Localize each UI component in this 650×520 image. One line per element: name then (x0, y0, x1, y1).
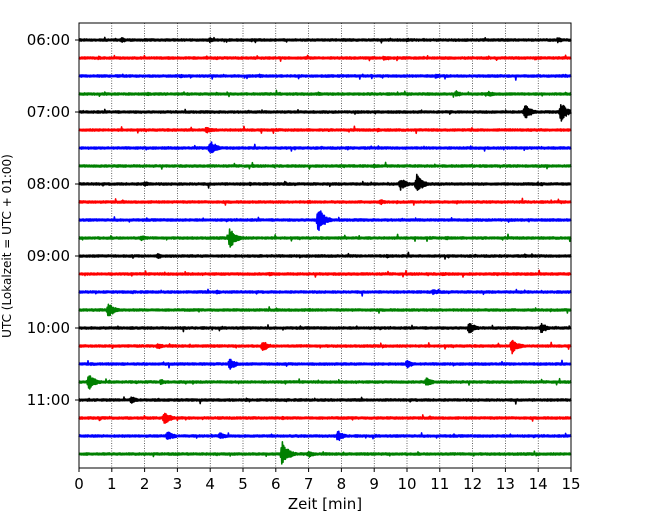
trace-0745 (78, 161, 572, 170)
trace-0945 (78, 303, 572, 317)
x-tick-label: 14 (529, 475, 548, 493)
trace-0900 (78, 251, 572, 260)
trace-0930 (78, 288, 572, 297)
y-tick-label: 06:00 (27, 31, 70, 49)
y-tick-label: 09:00 (27, 247, 70, 265)
trace-1045 (78, 375, 572, 390)
trace-0630 (78, 73, 572, 81)
trace-1100 (78, 396, 572, 405)
trace-0830 (78, 210, 572, 232)
trace-0700 (78, 104, 572, 122)
trace-0715 (78, 125, 572, 135)
trace-1030 (78, 358, 572, 370)
y-tick-label: 08:00 (27, 175, 70, 193)
x-tick-label: 4 (205, 475, 215, 493)
trace-1145 (78, 441, 572, 465)
x-tick-label: 5 (238, 475, 248, 493)
seismic-traces (78, 36, 572, 465)
x-tick-label: 2 (140, 475, 150, 493)
trace-1000 (78, 322, 572, 334)
x-tick-label: 3 (173, 475, 183, 493)
x-tick-label: 10 (397, 475, 416, 493)
x-tick-label: 8 (337, 475, 347, 493)
y-tick-label: 07:00 (27, 103, 70, 121)
x-axis-ticks: 0 1 2 3 4 5 6 7 8 9 10 11 12 13 14 15 (74, 468, 581, 493)
x-tick-label: 6 (271, 475, 281, 493)
trace-0815 (78, 197, 572, 206)
y-tick-label: 10:00 (27, 319, 70, 337)
x-tick-label: 11 (430, 475, 449, 493)
vertical-grid (111, 23, 539, 468)
y-axis-label: UTC (Lokalzeit = UTC + 01:00) (0, 154, 14, 338)
trace-0600 (78, 36, 572, 44)
trace-0915 (78, 269, 572, 278)
trace-1130 (78, 430, 572, 442)
x-tick-label: 0 (74, 475, 84, 493)
x-tick-label: 15 (561, 475, 580, 493)
x-tick-label: 12 (463, 475, 482, 493)
y-tick-label: 11:00 (27, 391, 70, 409)
trace-0645 (78, 89, 572, 98)
y-axis-ticks: 06:00 07:00 08:00 09:00 10:00 11:00 (27, 31, 79, 409)
x-tick-label: 9 (369, 475, 379, 493)
trace-1015 (78, 339, 572, 355)
trace-0800 (78, 173, 572, 191)
trace-0615 (78, 54, 572, 62)
x-tick-label: 1 (107, 475, 117, 493)
trace-0845 (78, 228, 572, 248)
x-axis-label: Zeit [min] (288, 495, 362, 513)
trace-1115 (78, 412, 572, 424)
x-tick-label: 7 (304, 475, 314, 493)
plot-frame (78, 22, 572, 469)
trace-0730 (78, 141, 572, 154)
x-tick-label: 13 (496, 475, 515, 493)
